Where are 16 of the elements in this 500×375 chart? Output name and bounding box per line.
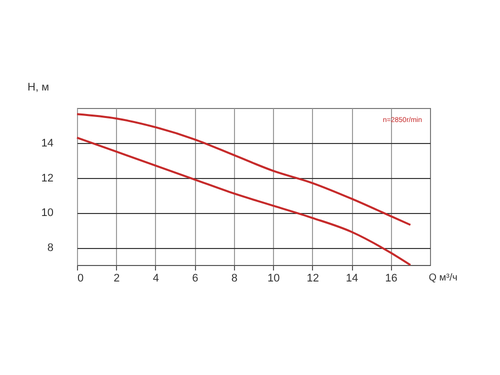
x-tick-label: 10 <box>267 272 280 284</box>
x-axis-title: Q м³/ч <box>428 272 458 284</box>
line-series <box>76 136 412 266</box>
y-tick-label: 12 <box>41 172 54 184</box>
x-tick-label: 2 <box>114 272 120 284</box>
x-tick-label: 14 <box>346 272 358 284</box>
x-tick-label: 16 <box>385 272 398 284</box>
x-tick-label: 6 <box>192 272 198 284</box>
y-axis-title: H, м <box>28 82 50 94</box>
x-tick-label: 8 <box>231 272 238 284</box>
y-tick-label: 14 <box>41 137 54 150</box>
x-tick-label: 0 <box>78 272 84 284</box>
y-tick-label: 10 <box>41 207 54 220</box>
y-tick-label: 8 <box>47 242 54 254</box>
x-tick-label: 4 <box>152 272 160 284</box>
x-tick-label: 12 <box>306 272 319 284</box>
